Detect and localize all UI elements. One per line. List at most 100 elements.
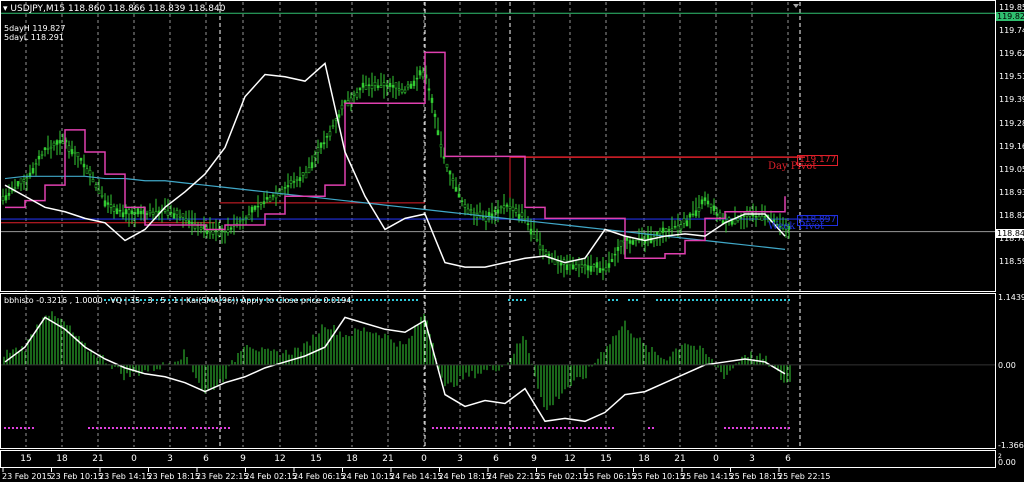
candle-body [103, 200, 107, 207]
signal-dot-bottom [764, 427, 766, 429]
signal-dot-top [300, 299, 302, 301]
signal-dot-bottom [520, 427, 522, 429]
candle-body [454, 187, 458, 192]
signal-dot-top [608, 299, 610, 301]
signal-dot-top [688, 299, 690, 301]
candle-body [190, 222, 194, 224]
candle-body [442, 156, 446, 159]
candle-body [7, 192, 11, 196]
signal-dot-top [744, 299, 746, 301]
signal-dot-top [244, 299, 246, 301]
candle-body [754, 215, 758, 218]
candle-body [331, 125, 335, 127]
signal-dot-bottom [140, 427, 142, 429]
signal-dot-top [260, 299, 262, 301]
candle-body [325, 136, 329, 138]
signal-dot-bottom [572, 427, 574, 429]
signal-dot-bottom [92, 427, 94, 429]
candle-body [406, 84, 410, 88]
candle-body [505, 204, 509, 207]
main-pane-frame [0, 0, 996, 292]
candle-body [13, 187, 17, 190]
candle-body [451, 178, 455, 182]
candle-body [601, 268, 605, 271]
candle-body [274, 193, 278, 199]
signal-dot-top [700, 299, 702, 301]
signal-dot-top [172, 299, 174, 301]
hour-label: 0 [421, 454, 427, 464]
signal-dot-bottom [592, 427, 594, 429]
candle-body [616, 246, 620, 251]
signal-dot-top [116, 299, 118, 301]
signal-dot-top [160, 299, 162, 301]
signal-dot-bottom [760, 427, 762, 429]
signal-dot-bottom [208, 427, 210, 429]
candle-body [244, 217, 248, 219]
signal-dot-top [196, 299, 198, 301]
candle-body [247, 214, 251, 220]
hour-label: 9 [240, 454, 246, 464]
signal-dot-top [400, 299, 402, 301]
candle-body [199, 226, 203, 230]
signal-dot-bottom [536, 427, 538, 429]
signal-dot-top [676, 299, 678, 301]
oscillator-line [4, 316, 786, 423]
signal-dot-bottom [652, 427, 654, 429]
date-label: 23 Feb 22:15 [196, 472, 249, 481]
candle-body [565, 264, 569, 270]
candle-body [589, 265, 593, 272]
signal-dot-top [780, 299, 782, 301]
candle-body [487, 212, 491, 216]
signal-dot-bottom [180, 427, 182, 429]
signal-dot-top [768, 299, 770, 301]
candle-body [577, 259, 581, 266]
candle-body [409, 83, 413, 89]
hour-label: 18 [56, 454, 68, 464]
white-line [4, 62, 786, 268]
signal-dot-bottom [448, 427, 450, 429]
candle-body [340, 104, 344, 110]
signal-dot-top [268, 299, 270, 301]
signal-dot-top [732, 299, 734, 301]
signal-dot-top [312, 299, 314, 301]
candle-body [700, 199, 704, 205]
candle-body [214, 230, 218, 232]
candle-body [379, 85, 383, 88]
signal-dot-bottom [460, 427, 462, 429]
candle-body [694, 210, 698, 217]
candle-body [130, 210, 134, 215]
signal-dot-bottom [12, 427, 14, 429]
candle-body [364, 85, 368, 90]
candle-body [61, 141, 65, 145]
signal-dot-top [380, 299, 382, 301]
candle-body [544, 251, 548, 255]
signal-dot-top [756, 299, 758, 301]
signal-dot-top [188, 299, 190, 301]
signal-dot-top [740, 299, 742, 301]
signal-dot-bottom [748, 427, 750, 429]
candle-body [268, 197, 272, 202]
signal-dot-bottom [468, 427, 470, 429]
signal-dot-top [204, 299, 206, 301]
candle-body [385, 85, 389, 87]
hour-label: 18 [346, 454, 358, 464]
candle-body [16, 181, 20, 187]
candle-body [595, 262, 599, 268]
signal-dot-top [208, 299, 210, 301]
day-pivot-value: 119.177 [797, 155, 839, 166]
candle-body [79, 157, 83, 161]
signal-dot-bottom [560, 427, 562, 429]
signal-dot-top [216, 299, 218, 301]
date-label: 25 Feb 02:15 [535, 472, 588, 481]
candle-body [118, 209, 122, 212]
date-label: 24 Feb 06:15 [293, 472, 346, 481]
step-line [5, 51, 786, 259]
signal-dot-top [304, 299, 306, 301]
candle-body [685, 220, 689, 227]
candle-body [361, 82, 365, 88]
signal-dot-top [716, 299, 718, 301]
week-pivot-label: Week Pivot [768, 221, 825, 232]
candle-body [304, 172, 308, 179]
signal-dot-top [168, 299, 170, 301]
